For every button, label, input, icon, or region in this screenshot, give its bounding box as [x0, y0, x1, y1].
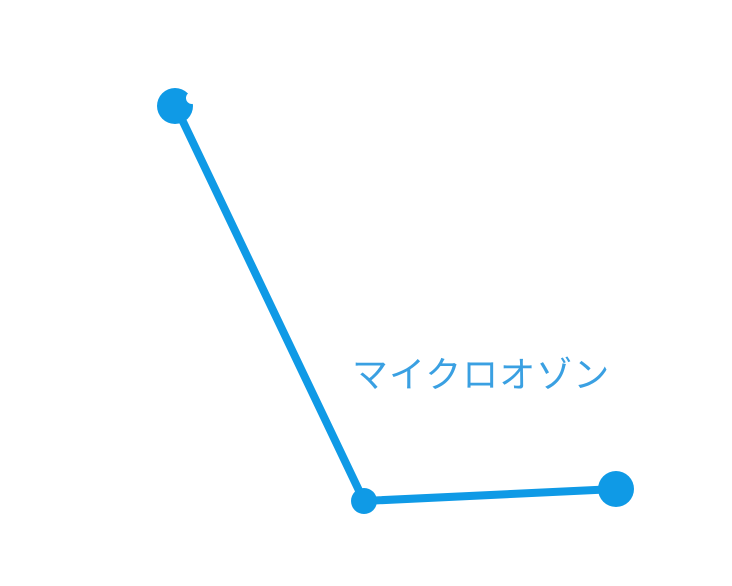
node-start	[157, 88, 193, 124]
line-segment-left	[172, 103, 368, 505]
diagram-label: マイクロオゾン	[352, 355, 611, 396]
connector-lines	[172, 103, 620, 505]
line-segment-bottom	[360, 485, 620, 505]
nodes	[157, 88, 634, 514]
node-end	[598, 471, 634, 507]
node-start-notch	[186, 92, 198, 104]
node-corner	[351, 488, 377, 514]
